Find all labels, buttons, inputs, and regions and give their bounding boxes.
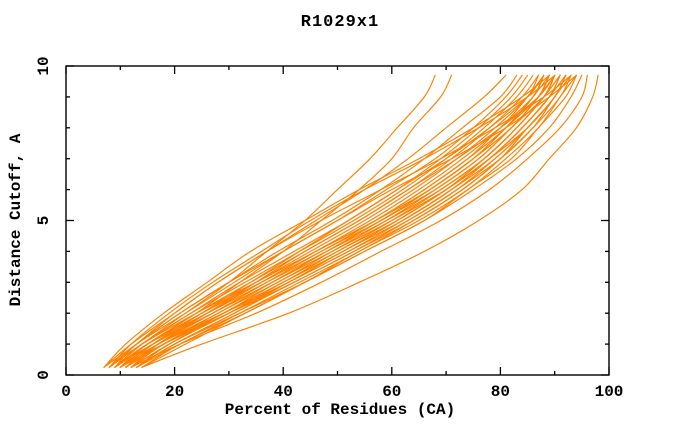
x-tick-label: 80 — [491, 383, 510, 401]
chart-title: R1029x1 — [300, 13, 380, 32]
x-tick-label: 0 — [61, 383, 71, 401]
x-tick-label: 60 — [382, 383, 401, 401]
axes — [65, 65, 610, 376]
x-tick-label: 100 — [595, 383, 624, 401]
model-curve — [130, 74, 588, 368]
model-curve — [136, 74, 567, 368]
model-curve — [141, 74, 599, 368]
model-curve — [114, 74, 545, 368]
x-tick-label: 40 — [274, 383, 293, 401]
model-curve — [130, 74, 561, 368]
model-curve — [103, 74, 518, 368]
model-curve — [125, 74, 545, 368]
y-tick-label: 0 — [35, 370, 53, 380]
model-curve — [130, 74, 561, 368]
tick-labels: 0 20 40 60 80 100 0 5 10 — [35, 56, 623, 401]
model-curve — [136, 74, 583, 368]
model-curve — [108, 74, 556, 368]
x-tick-label: 20 — [165, 383, 184, 401]
y-tick-label: 10 — [35, 56, 53, 75]
y-tick-label: 5 — [35, 216, 53, 226]
model-curve — [108, 74, 529, 368]
x-axis-label: Percent of Residues (CA) — [224, 401, 456, 419]
model-curve — [114, 74, 436, 368]
model-curve — [119, 74, 550, 368]
model-curve — [114, 74, 577, 368]
model-curve — [103, 74, 550, 368]
model-curve — [103, 74, 507, 368]
model-curves — [103, 74, 599, 368]
model-curve — [108, 74, 572, 368]
model-curve — [130, 74, 556, 368]
